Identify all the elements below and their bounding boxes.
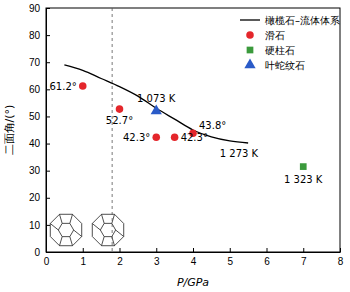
y-tick-label: 70 xyxy=(29,57,41,68)
y-tick-mark xyxy=(46,225,50,226)
y-axis-title: 二面角/(°) xyxy=(3,105,16,156)
legend: 橄榄石–流体体系滑石硬柱石叶蛇纹石 xyxy=(240,15,340,71)
y-tick: 70 xyxy=(29,57,50,68)
line-series xyxy=(64,65,248,143)
y-tick: 30 xyxy=(29,165,50,176)
legend-swatch xyxy=(244,58,255,68)
x-tick: 2 xyxy=(117,248,123,267)
y-tick-mark xyxy=(46,62,50,63)
legend-swatch xyxy=(247,47,254,54)
y-tick: 50 xyxy=(29,111,50,122)
x-tick-label: 0 xyxy=(44,256,50,267)
x-tick: 4 xyxy=(191,248,197,267)
y-tick-mark xyxy=(46,8,50,9)
chart: 0123456780102030405060708090P/GPa二面角/(°)… xyxy=(0,0,350,292)
y-tick-label: 30 xyxy=(29,165,41,176)
x-axis-title: P/GPa xyxy=(177,276,209,289)
legend-swatch xyxy=(246,31,254,39)
x-axis: 0 1 2 3 4 5 6 7 8 xyxy=(44,248,344,267)
point-label: 1 073 K xyxy=(137,93,176,104)
data-label: 42.3° xyxy=(181,132,208,143)
x-tick-mark xyxy=(120,248,121,252)
y-tick-mark xyxy=(46,198,50,199)
crystal-sketch xyxy=(92,214,123,245)
x-tick-mark xyxy=(267,248,268,252)
data-label: 61.2° xyxy=(49,81,76,92)
point xyxy=(300,163,307,170)
x-tick-mark xyxy=(230,248,231,252)
x-tick: 1 xyxy=(80,248,86,267)
y-tick-label: 80 xyxy=(29,30,41,41)
legend-swatch xyxy=(240,19,260,20)
point xyxy=(171,134,179,142)
y-tick-mark xyxy=(46,144,50,145)
y-tick-label: 40 xyxy=(29,138,41,149)
y-tick-mark xyxy=(46,171,50,172)
x-tick-mark xyxy=(156,248,157,252)
y-tick-label: 0 xyxy=(34,247,40,258)
plot-frame xyxy=(46,8,340,252)
data-label: 42.3° xyxy=(123,132,150,143)
x-tick-label: 6 xyxy=(264,256,270,267)
legend-label: 橄榄石–流体体系 xyxy=(265,15,340,26)
x-tick: 5 xyxy=(227,248,233,267)
x-tick-label: 4 xyxy=(191,256,197,267)
y-axis-line xyxy=(46,9,47,253)
y-tick-label: 20 xyxy=(29,192,41,203)
y-tick: 10 xyxy=(29,220,50,231)
x-tick-label: 7 xyxy=(301,256,307,267)
y-tick: 90 xyxy=(29,3,50,14)
y-axis: 0 10 20 30 40 50 60 70 80 90 xyxy=(29,3,50,258)
y-tick-label: 50 xyxy=(29,111,41,122)
point xyxy=(151,105,162,115)
y-tick: 60 xyxy=(29,84,50,95)
x-tick-label: 5 xyxy=(227,256,233,267)
legend-label: 滑石 xyxy=(265,30,285,41)
y-tick: 40 xyxy=(29,138,50,149)
x-tick-label: 1 xyxy=(80,256,86,267)
plot-area xyxy=(64,8,306,252)
x-tick: 6 xyxy=(264,248,270,267)
point xyxy=(79,82,87,90)
y-tick: 20 xyxy=(29,192,50,203)
x-tick: 3 xyxy=(154,248,160,267)
y-tick-mark xyxy=(46,116,50,117)
y-tick: 0 xyxy=(34,247,50,258)
x-tick: 8 xyxy=(338,248,344,267)
x-tick-mark xyxy=(340,248,341,252)
reference-line xyxy=(112,8,113,252)
line-annotation: 1 273 K xyxy=(220,148,259,159)
y-tick: 80 xyxy=(29,30,50,41)
point xyxy=(116,105,124,113)
crystal-sketch xyxy=(50,214,81,245)
x-axis-line xyxy=(47,252,341,253)
y-tick-mark xyxy=(46,252,50,253)
legend-label: 硬柱石 xyxy=(265,45,295,56)
y-tick-label: 60 xyxy=(29,84,41,95)
y-tick-label: 90 xyxy=(29,3,41,14)
data-label: 43.8° xyxy=(199,120,226,131)
x-tick-mark xyxy=(303,248,304,252)
x-tick-label: 2 xyxy=(117,256,123,267)
x-tick-mark xyxy=(193,248,194,252)
point xyxy=(152,134,160,142)
data-label: 52.7° xyxy=(106,115,133,126)
x-tick-mark xyxy=(83,248,84,252)
x-tick-label: 8 xyxy=(338,256,344,267)
x-tick: 7 xyxy=(301,248,307,267)
legend-label: 叶蛇纹石 xyxy=(265,60,305,71)
x-tick-label: 3 xyxy=(154,256,160,267)
y-tick-mark xyxy=(46,35,50,36)
point-label: 1 323 K xyxy=(284,174,323,185)
labels: 1 273 K61.2°52.7°42.3°42.3°43.8°1 323 K1… xyxy=(49,81,322,185)
y-tick-label: 10 xyxy=(29,220,41,231)
